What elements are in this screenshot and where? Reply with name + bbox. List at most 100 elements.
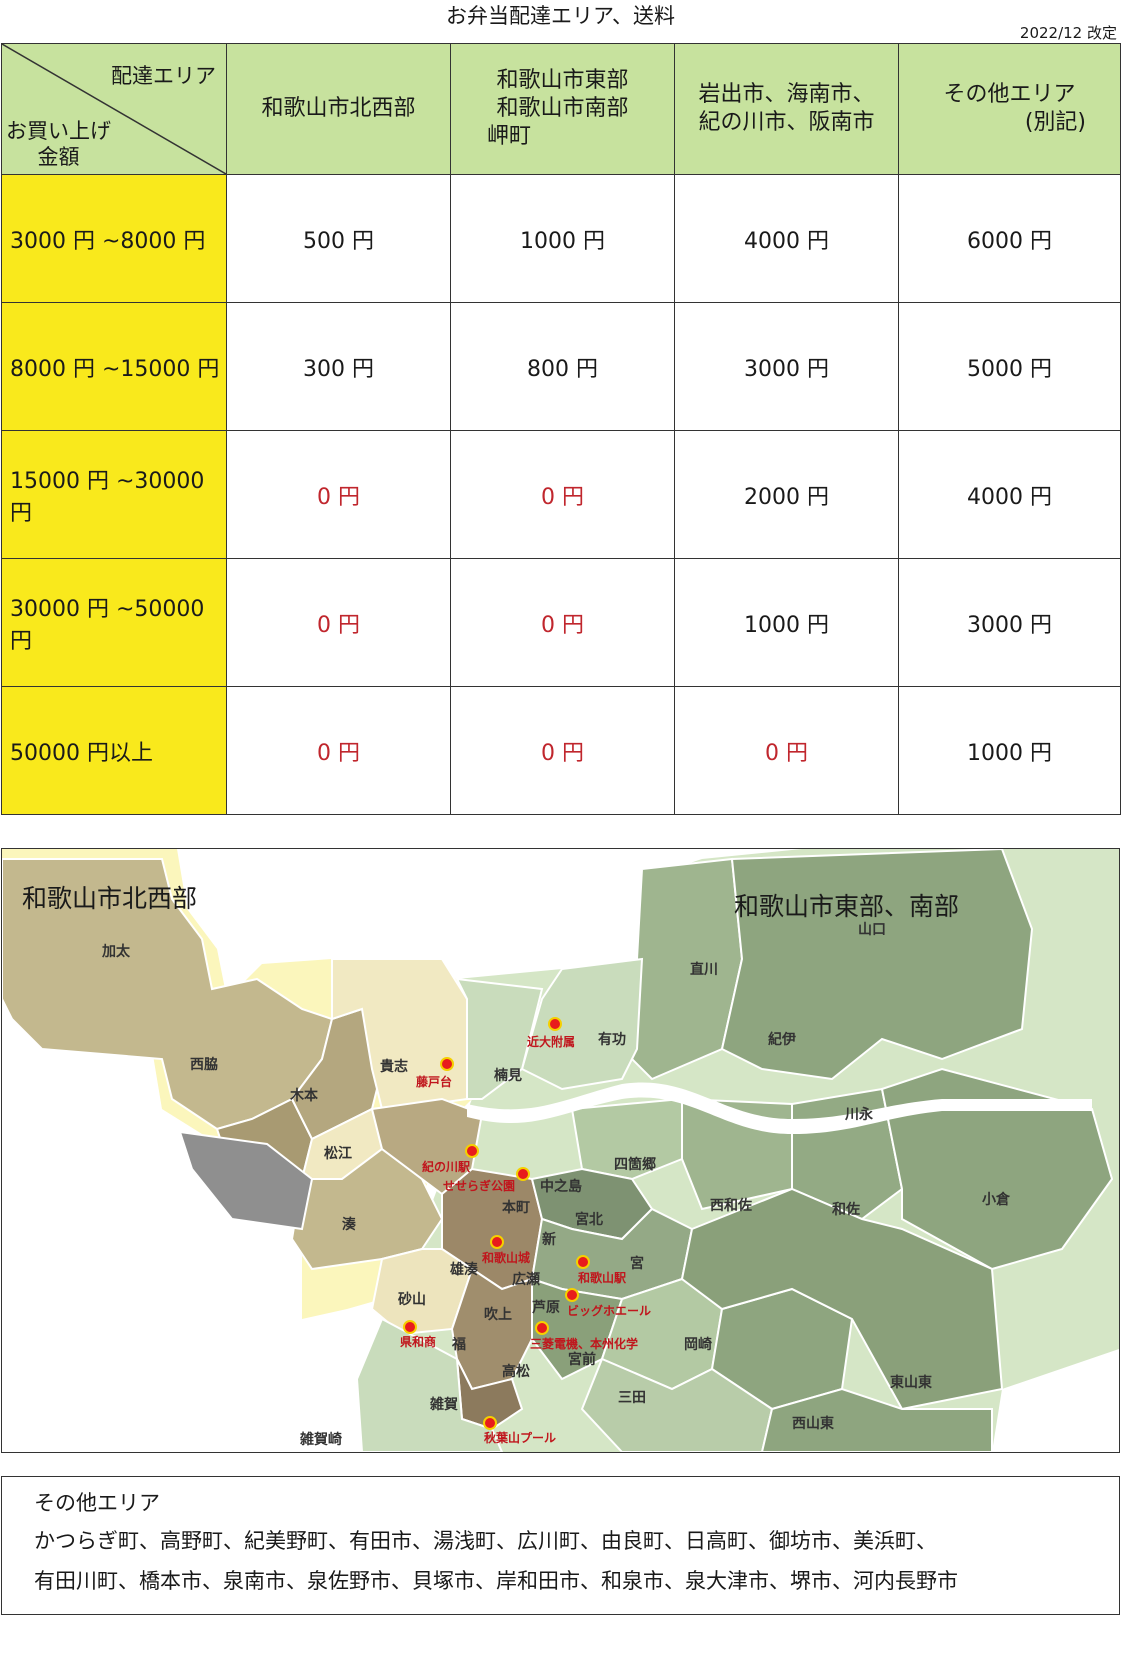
place-label: 宮北 — [575, 1212, 603, 1228]
fee-cell: 1000 円 — [450, 174, 675, 303]
fee-row: 15000 円 ~30000 円 0 円 0 円 2000 円 4000 円 — [1, 430, 1121, 559]
place-label: 木本 — [290, 1088, 318, 1104]
place-label: 松江 — [324, 1146, 352, 1162]
area-header-line: 和歌山市東部 — [496, 68, 629, 93]
spot-label: ビッグホエール — [567, 1304, 652, 1318]
place-label: 西山東 — [792, 1416, 834, 1432]
spot-label: 紀の川駅 — [422, 1160, 471, 1174]
place-label: 新 — [542, 1232, 556, 1248]
other-areas-box: その他エリア かつらぎ町、高野町、紀美野町、有田市、湯浅町、広川町、由良町、日高… — [1, 1476, 1120, 1615]
area-header-line: 紀の川市、阪南市 — [698, 110, 875, 135]
place-label: 吹上 — [484, 1307, 512, 1323]
spot-label: 藤戸台 — [416, 1075, 453, 1089]
place-label: 三田 — [618, 1390, 646, 1406]
spot-label: 和歌山城 — [482, 1251, 531, 1265]
fee-cell: 4000 円 — [898, 430, 1121, 559]
place-label: 直川 — [690, 962, 718, 978]
fee-cell: 4000 円 — [674, 174, 899, 303]
fee-cell: 5000 円 — [898, 302, 1121, 431]
place-label: 山口 — [858, 922, 886, 938]
place-label: 雑賀 — [430, 1397, 458, 1413]
map-shapes — [2, 849, 1119, 1452]
spot-pins — [403, 1017, 590, 1430]
amount-cell: 30000 円 ~50000 円 — [1, 558, 227, 687]
fee-cell: 2000 円 — [674, 430, 899, 559]
spot-label: 和歌山駅 — [578, 1271, 627, 1285]
place-label: 宮前 — [568, 1352, 596, 1368]
fee-cell: 1000 円 — [898, 686, 1121, 815]
place-label: 小倉 — [982, 1192, 1010, 1208]
amount-cell: 50000 円以上 — [1, 686, 227, 815]
area-header-northwest: 和歌山市北西部 — [226, 43, 451, 175]
spot-label: 秋葉山プール — [484, 1431, 557, 1445]
corner-amount-line2: 金額 — [37, 145, 80, 169]
spot-label: 三菱電機、本州化学 — [530, 1337, 639, 1351]
fee-cell: 0 円 — [450, 686, 675, 815]
fee-row: 30000 円 ~50000 円 0 円 0 円 1000 円 3000 円 — [1, 558, 1121, 687]
fee-cell: 800 円 — [450, 302, 675, 431]
diagonal-line — [2, 44, 226, 174]
area-header-line: 和歌山市南部 — [496, 96, 629, 121]
fee-cell: 1000 円 — [674, 558, 899, 687]
fee-cell: 0 円 — [226, 430, 451, 559]
place-label: 広瀬 — [512, 1272, 540, 1288]
fee-cell: 300 円 — [226, 302, 451, 431]
corner-area-label: 配達エリア — [111, 64, 216, 88]
delivery-fee-table: 配達エリア お買い上げ 金額 和歌山市北西部 和歌山市東部 和歌山市南部 岬町 … — [1, 43, 1121, 815]
place-label: 岡崎 — [684, 1337, 712, 1353]
amount-cell: 15000 円 ~30000 円 — [1, 430, 227, 559]
fee-cell: 500 円 — [226, 174, 451, 303]
fee-cell: 0 円 — [450, 430, 675, 559]
place-label: 福 — [452, 1337, 466, 1353]
place-label: 川永 — [845, 1107, 873, 1123]
other-areas-line: 有田川町、橋本市、泉南市、泉佐野市、貝塚市、岸和田市、和泉市、泉大津市、堺市、河… — [34, 1569, 958, 1593]
amount-cell: 3000 円 ~8000 円 — [1, 174, 227, 303]
fee-cell: 0 円 — [674, 686, 899, 815]
place-label: 有功 — [598, 1032, 626, 1048]
place-label: 芦原 — [532, 1300, 560, 1316]
place-label: 中之島 — [540, 1179, 582, 1195]
place-label: 雄湊 — [450, 1262, 478, 1278]
place-label: 加太 — [102, 944, 130, 960]
delivery-area-map: 和歌山市北西部 和歌山市東部、南部 加太 西脇 木本 貴志 松江 湊 楠見 有功… — [1, 848, 1120, 1453]
fee-row: 3000 円 ~8000 円 500 円 1000 円 4000 円 6000 … — [1, 174, 1121, 303]
place-label: 和佐 — [832, 1202, 860, 1218]
page-title: お弁当配達エリア、送料 — [446, 4, 675, 28]
area-header-line: その他エリア — [943, 82, 1076, 107]
spot-label: 県和商 — [400, 1335, 437, 1349]
header-row: 配達エリア お買い上げ 金額 和歌山市北西部 和歌山市東部 和歌山市南部 岬町 … — [1, 43, 1121, 175]
place-label: 宮 — [630, 1256, 644, 1272]
place-label: 本町 — [502, 1200, 530, 1216]
fee-row: 8000 円 ~15000 円 300 円 800 円 3000 円 5000 … — [1, 302, 1121, 431]
place-label: 砂山 — [398, 1292, 426, 1308]
fee-cell: 0 円 — [450, 558, 675, 687]
place-label: 楠見 — [494, 1068, 522, 1084]
map-label-northwest: 和歌山市北西部 — [22, 884, 198, 913]
area-header-line: (別記) — [1024, 110, 1086, 135]
place-label: 雑賀崎 — [300, 1432, 342, 1448]
spot-label: 近大附属 — [527, 1035, 576, 1049]
fee-cell: 0 円 — [226, 686, 451, 815]
revision-date: 2022/12 改定 — [1019, 24, 1117, 42]
place-label: 西和佐 — [710, 1198, 752, 1214]
place-label: 東山東 — [890, 1375, 932, 1391]
area-header-nearby-cities: 岩出市、海南市、 紀の川市、阪南市 — [674, 43, 899, 175]
place-label: 高松 — [502, 1364, 530, 1380]
other-areas-line: かつらぎ町、高野町、紀美野町、有田市、湯浅町、広川町、由良町、日高町、御坊市、美… — [34, 1529, 937, 1553]
fee-cell: 3000 円 — [674, 302, 899, 431]
corner-header-cell: 配達エリア お買い上げ 金額 — [1, 43, 227, 175]
place-label: 西脇 — [190, 1057, 218, 1073]
place-label: 紀伊 — [768, 1032, 796, 1048]
corner-amount-label: お買い上げ 金額 — [6, 118, 111, 170]
area-header-east-south: 和歌山市東部 和歌山市南部 岬町 — [450, 43, 675, 175]
place-label: 四箇郷 — [614, 1157, 656, 1173]
place-label: 湊 — [342, 1217, 356, 1233]
fee-cell: 0 円 — [226, 558, 451, 687]
area-header-other: その他エリア (別記) — [898, 43, 1121, 175]
area-header-line: 岩出市、海南市、 — [698, 82, 875, 107]
amount-cell: 8000 円 ~15000 円 — [1, 302, 227, 431]
area-header-line: 和歌山市北西部 — [261, 96, 416, 121]
other-areas-title: その他エリア — [34, 1491, 160, 1515]
fee-cell: 3000 円 — [898, 558, 1121, 687]
place-label: 貴志 — [380, 1059, 408, 1075]
